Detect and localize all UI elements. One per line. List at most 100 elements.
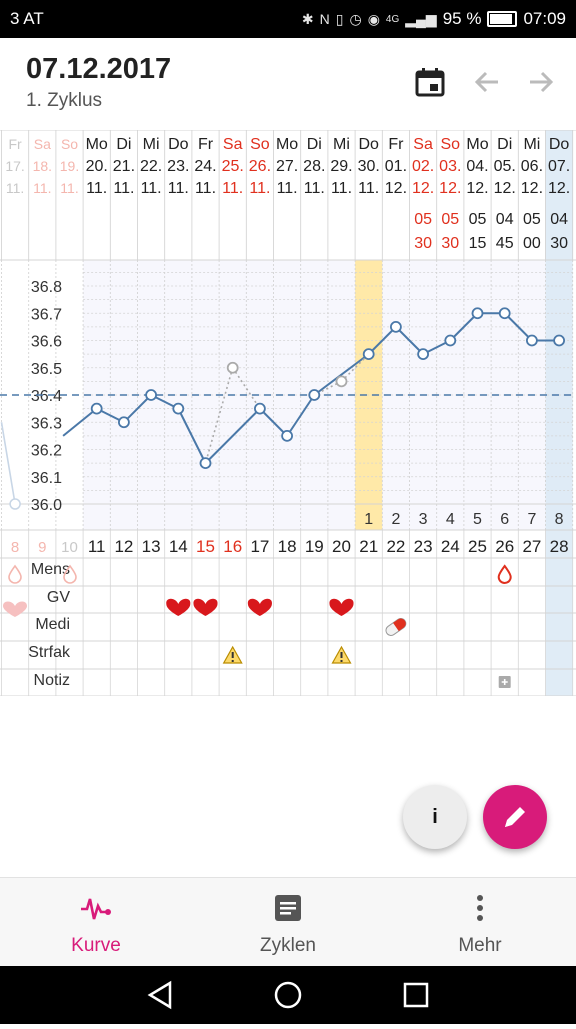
day-date: 28. — [303, 158, 325, 175]
day-month: 11. — [86, 180, 107, 197]
temperature-point[interactable] — [553, 334, 565, 347]
day-date: 22. — [140, 158, 162, 175]
curve-segment — [313, 353, 370, 396]
temperature-point[interactable] — [118, 416, 130, 429]
y-tick-label: 36.3 — [31, 415, 62, 432]
day-month: 11. — [60, 180, 78, 196]
day-date: 20. — [86, 158, 108, 175]
info-button[interactable]: i — [403, 785, 467, 849]
heart-icon — [193, 598, 218, 616]
day-month: 11. — [6, 180, 24, 196]
back-icon[interactable] — [147, 980, 172, 1010]
curve-segment — [177, 408, 207, 464]
day-date: 26. — [249, 158, 271, 175]
cycle-day-number: 13 — [142, 537, 161, 556]
cycle-day-number: 17 — [250, 537, 269, 556]
day-weekday: Di — [307, 136, 322, 153]
nav-zyklen-label: Zyklen — [260, 935, 316, 956]
pencil-icon — [505, 807, 525, 827]
day-month: 12. — [548, 180, 570, 197]
day-month: 11. — [222, 180, 243, 197]
day-month: 11. — [249, 180, 270, 197]
warning-icon-mark — [340, 652, 343, 658]
recents-icon[interactable] — [403, 982, 429, 1008]
cycle-day-number: 28 — [550, 537, 569, 556]
cycle-day-number: 15 — [196, 537, 215, 556]
measure-minute: 30 — [550, 235, 568, 252]
day-weekday: Di — [497, 136, 512, 153]
y-tick-label: 36.4 — [31, 388, 62, 405]
day-date: 25. — [222, 158, 244, 175]
temperature-point[interactable] — [253, 402, 266, 415]
forward-arrow-icon[interactable] — [525, 66, 557, 98]
day-month: 12. — [385, 180, 407, 197]
warning-icon-mark — [231, 652, 234, 658]
curve-segment — [123, 394, 152, 423]
cycle-day-number: 12 — [114, 537, 133, 556]
cycle-day-number: 26 — [495, 537, 514, 556]
day-weekday: Sa — [223, 136, 243, 153]
eye-icon: ◉ — [367, 10, 380, 27]
post-ovulation-day-number: 4 — [446, 511, 455, 528]
day-weekday: So — [441, 136, 461, 153]
cycle-day-number: 22 — [386, 537, 405, 556]
status-bar: 3 AT ✱ N ▯ ◷ ◉ 4G ▂▄▆ 95 % 07:09 — [0, 0, 576, 38]
row-label: Strfak — [28, 644, 71, 661]
day-weekday: Mo — [276, 136, 298, 153]
temperature-point[interactable] — [471, 307, 484, 320]
day-date: 27. — [276, 158, 298, 175]
back-arrow-icon[interactable] — [471, 66, 503, 98]
curve-segment — [449, 312, 479, 342]
y-tick-label: 36.8 — [31, 279, 62, 296]
temperature-point[interactable] — [308, 389, 321, 401]
day-weekday: Sa — [34, 136, 51, 152]
temperature-point[interactable] — [389, 320, 402, 333]
temperature-point[interactable] — [526, 334, 538, 347]
nav-kurve[interactable]: Kurve — [0, 878, 192, 967]
row-label: Notiz — [34, 672, 70, 689]
note-plus — [501, 679, 508, 685]
day-date: 18. — [33, 158, 52, 174]
temperature-point[interactable] — [145, 389, 158, 401]
temperature-point[interactable] — [444, 334, 457, 347]
curve-segment — [204, 407, 261, 464]
excluded-temperature-point[interactable] — [335, 375, 348, 388]
day-month: 11. — [141, 180, 162, 197]
day-weekday: Sa — [413, 136, 433, 153]
temperature-point[interactable] — [281, 429, 294, 442]
battery-icon — [487, 11, 518, 27]
nav-mehr[interactable]: Mehr — [384, 878, 576, 967]
calendar-icon[interactable] — [414, 66, 446, 98]
temperature-point[interactable] — [90, 402, 103, 415]
curve-segment — [286, 394, 316, 437]
temperature-point[interactable] — [498, 307, 511, 320]
page-title: 07.12.2017 — [26, 53, 172, 85]
nav-zyklen[interactable]: Zyklen — [192, 878, 384, 967]
measure-hour: 05 — [469, 211, 487, 228]
heart-icon — [329, 598, 354, 616]
y-tick-label: 36.6 — [31, 334, 62, 351]
curve-lead-in — [62, 407, 98, 437]
temperature-point[interactable] — [199, 457, 212, 470]
excluded-temperature-point[interactable] — [226, 361, 239, 374]
measure-hour: 04 — [496, 211, 514, 228]
mens-drop-icon — [63, 564, 77, 584]
day-weekday: So — [61, 136, 78, 152]
temperature-point[interactable] — [172, 402, 185, 415]
day-month: 12. — [466, 180, 488, 197]
pill-icon — [385, 618, 407, 636]
temperature-point[interactable] — [417, 348, 430, 361]
post-ovulation-day-number: 8 — [555, 511, 564, 528]
day-weekday: Fr — [388, 136, 404, 153]
cycle-day-number: 19 — [305, 537, 324, 556]
measure-hour: 05 — [414, 211, 432, 228]
edit-button[interactable] — [483, 785, 547, 849]
row-label: Medi — [35, 616, 70, 633]
cycle-chart[interactable]: Fr 17. 11. Sa 18. 11. So 19. 11. Mo 20. 11. Di 21. 11.… — [0, 130, 576, 696]
home-icon[interactable] — [274, 981, 302, 1009]
curve-icon — [81, 898, 111, 920]
heart-icon — [3, 601, 27, 617]
carrier-label: 3 AT — [10, 9, 44, 28]
temperature-point[interactable] — [362, 348, 375, 361]
system-nav-bar — [0, 966, 576, 1024]
